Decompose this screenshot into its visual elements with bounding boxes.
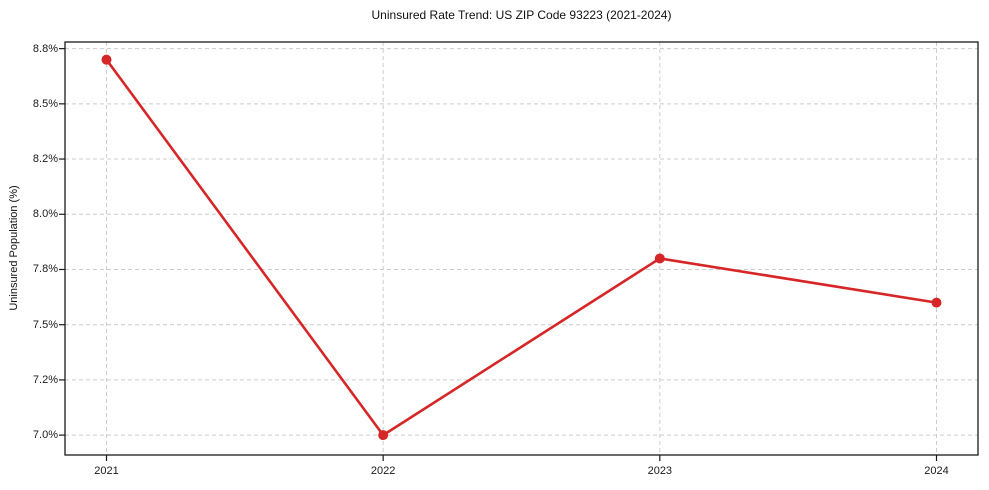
data-point-marker [101, 54, 112, 65]
trend-line [105, 58, 938, 437]
data-point-marker [378, 430, 389, 441]
y-tick-label: 8.5% [32, 97, 58, 110]
trend-line-series [101, 54, 942, 441]
y-tick-label: 8.0% [32, 208, 58, 221]
y-tick-label: 7.2% [32, 373, 58, 386]
data-point-marker [654, 253, 665, 264]
plot-border [64, 41, 979, 456]
y-tick-label: 7.5% [32, 318, 58, 331]
data-point-marker [931, 297, 942, 308]
y-tick-label: 8.8% [32, 42, 58, 55]
axis-tick-marks [59, 48, 938, 461]
y-tick-label: 7.8% [32, 263, 58, 276]
y-tick-label: 8.2% [32, 153, 58, 166]
y-tick-label: 7.0% [32, 429, 58, 442]
gridlines [65, 42, 978, 455]
x-tick-label: 2023 [647, 465, 673, 477]
x-tick-label: 2021 [94, 465, 119, 477]
chart-title: Uninsured Rate Trend: US ZIP Code 93223 … [371, 8, 672, 22]
x-tick-label: 2022 [370, 465, 396, 477]
x-tick-label: 2024 [924, 465, 949, 477]
